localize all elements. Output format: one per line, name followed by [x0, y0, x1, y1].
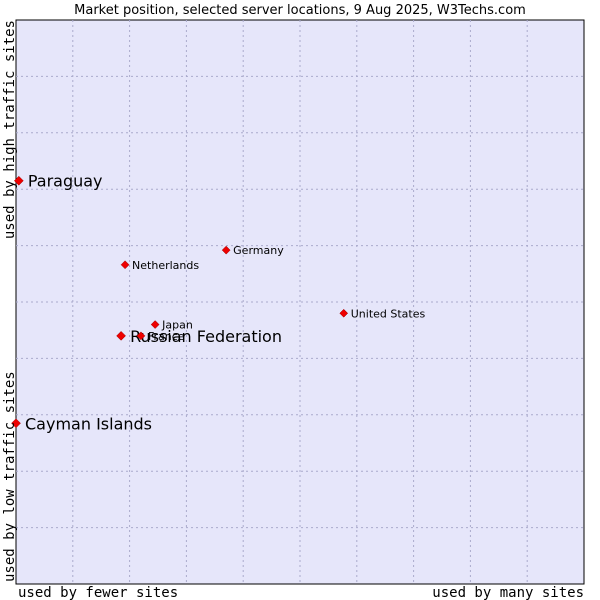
point-paraguay — [13, 175, 24, 186]
point-label-france: France — [148, 330, 185, 343]
y-axis-label-bottom: used by low traffic sites — [2, 371, 18, 582]
point-russian-federation — [116, 330, 126, 341]
point-japan — [150, 320, 160, 329]
grid — [16, 20, 584, 584]
x-axis-label-left: used by fewer sites — [18, 585, 178, 600]
point-label-germany: Germany — [233, 244, 284, 257]
chart-title: Market position, selected server locatio… — [74, 3, 526, 18]
point-label-paraguay: Paraguay — [28, 172, 103, 191]
x-axis-label-right: used by many sites — [432, 585, 584, 600]
point-germany — [221, 245, 231, 255]
point-label-netherlands: Netherlands — [132, 259, 199, 272]
point-united-states — [339, 308, 349, 318]
point-label-cayman-islands: Cayman Islands — [25, 414, 152, 433]
point-netherlands — [120, 260, 130, 270]
data-points: Paraguay Cayman Islands Russian Federation… — [11, 172, 426, 433]
y-axis-label-top: used by high traffic sites — [2, 20, 18, 239]
point-cayman-islands — [11, 418, 21, 429]
point-label-japan: Japan — [161, 319, 193, 332]
point-label-united-states: United States — [351, 307, 426, 320]
point-france — [136, 331, 146, 341]
point-label-russian-federation: Russian Federation — [130, 327, 282, 346]
